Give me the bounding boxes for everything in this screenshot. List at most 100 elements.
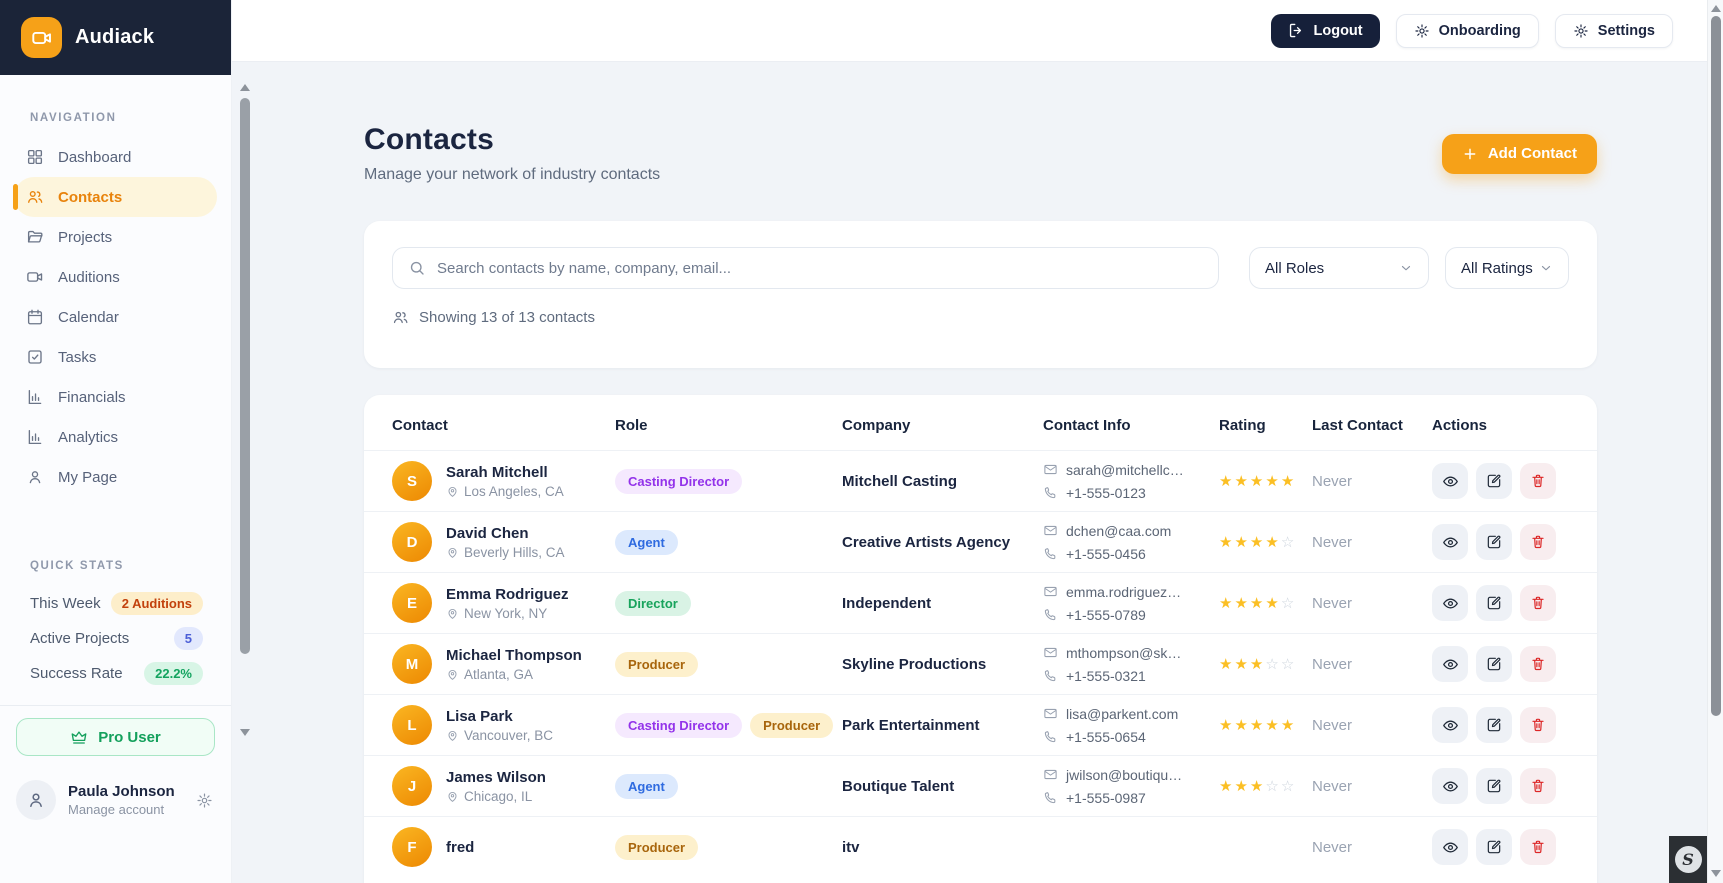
view-contact-button[interactable] [1432, 585, 1468, 621]
quick-stats-heading: QUICK STATS [30, 560, 124, 572]
sidebar-item-contacts[interactable]: Contacts [13, 177, 217, 217]
contact-cell[interactable]: D David Chen Beverly Hills, CA [392, 522, 615, 562]
sidebar-item-projects[interactable]: Projects [14, 217, 217, 257]
contact-name: David Chen [446, 524, 529, 542]
nav-label: Financials [58, 388, 126, 406]
search-input[interactable] [437, 259, 1203, 277]
avatar: D [392, 522, 432, 562]
browser-extension-badge[interactable]: S [1669, 836, 1707, 883]
user-account-row[interactable]: Paula Johnson Manage account [16, 780, 213, 820]
edit-contact-button[interactable] [1476, 646, 1512, 682]
settings-button[interactable]: Settings [1554, 13, 1673, 48]
delete-contact-button[interactable] [1520, 646, 1556, 682]
pro-user-button[interactable]: Pro User [16, 718, 215, 756]
avatar: F [392, 827, 432, 867]
sidebar-item-dashboard[interactable]: Dashboard [14, 137, 217, 177]
account-settings-gear-icon[interactable] [196, 792, 213, 809]
email-line: mthompson@sk… [1043, 645, 1219, 661]
stat-badge: 22.2% [144, 662, 203, 685]
contact-location: New York, NY [446, 606, 569, 621]
column-header-contact-info: Contact Info [1043, 417, 1131, 434]
view-contact-button[interactable] [1432, 524, 1468, 560]
contact-location: Beverly Hills, CA [446, 545, 565, 560]
rating-stars: ★★★☆☆ [1219, 777, 1312, 795]
last-contact: Never [1312, 533, 1353, 551]
sidebar-nav: Dashboard Contacts Projects Auditions Calend… [0, 137, 231, 497]
rating-stars: ★★★★★ [1219, 716, 1312, 734]
contacts-table: Contact Role Company Contact Info Rating Last… [364, 395, 1597, 883]
phone-text: +1-555-0123 [1066, 484, 1146, 501]
contact-cell[interactable]: M Michael Thompson Atlanta, GA [392, 644, 615, 684]
sidebar-item-my-page[interactable]: My Page [14, 457, 217, 497]
delete-contact-button[interactable] [1520, 585, 1556, 621]
scroll-down-arrow[interactable] [1711, 870, 1721, 877]
logout-button[interactable]: Logout [1270, 13, 1380, 48]
sidebar-item-auditions[interactable]: Auditions [14, 257, 217, 297]
view-contact-button[interactable] [1432, 646, 1468, 682]
onboarding-button[interactable]: Onboarding [1395, 13, 1539, 48]
results-summary-text: Showing 13 of 13 contacts [419, 309, 595, 326]
role-filter-select[interactable]: All Roles [1249, 247, 1429, 289]
sidebar-scrollbar[interactable] [238, 84, 252, 736]
dashboard-icon [26, 148, 44, 166]
actions-cell [1432, 585, 1569, 621]
phone-line: +1-555-0321 [1043, 668, 1219, 684]
chevron-down-icon [1399, 261, 1413, 275]
edit-contact-button[interactable] [1476, 707, 1512, 743]
contact-cell[interactable]: S Sarah Mitchell Los Angeles, CA [392, 461, 615, 501]
delete-contact-button[interactable] [1520, 524, 1556, 560]
delete-contact-button[interactable] [1520, 768, 1556, 804]
delete-contact-button[interactable] [1520, 829, 1556, 865]
contact-info-cell: emma.rodriguez… +1-555-0789 [1043, 584, 1219, 623]
edit-contact-button[interactable] [1476, 524, 1512, 560]
location-text: New York, NY [464, 605, 548, 621]
edit-contact-button[interactable] [1476, 829, 1512, 865]
brand-header: Audiack [0, 0, 231, 75]
actions-cell [1432, 524, 1569, 560]
add-contact-button[interactable]: Add Contact [1441, 133, 1597, 174]
view-contact-button[interactable] [1432, 768, 1468, 804]
table-body: S Sarah Mitchell Los Angeles, CA Casting… [364, 450, 1597, 877]
rating-filter-select[interactable]: All Ratings [1445, 247, 1569, 289]
sidebar-item-analytics[interactable]: Analytics [14, 417, 217, 457]
scrollbar-thumb[interactable] [1711, 16, 1721, 716]
edit-contact-button[interactable] [1476, 463, 1512, 499]
scroll-up-arrow[interactable] [240, 84, 250, 91]
contact-info-cell: sarah@mitchellc… +1-555-0123 [1043, 462, 1219, 501]
scrollbar-thumb[interactable] [240, 98, 250, 654]
person-icon [26, 468, 44, 486]
scroll-up-arrow[interactable] [1711, 5, 1721, 12]
contact-name: fred [446, 838, 475, 856]
role-badge: Casting Director [615, 712, 743, 738]
contact-cell[interactable]: E Emma Rodriguez New York, NY [392, 583, 615, 623]
filter-card: All Roles All Ratings Showing 13 of 13 c… [364, 221, 1597, 368]
company-name: Creative Artists Agency [842, 533, 1011, 551]
contact-cell[interactable]: J James Wilson Chicago, IL [392, 766, 615, 806]
phone-icon [1043, 790, 1058, 805]
nav-label: Projects [58, 228, 113, 246]
sidebar-item-financials[interactable]: Financials [14, 377, 217, 417]
eye-icon [1442, 839, 1459, 856]
phone-text: +1-555-0987 [1066, 789, 1146, 806]
last-contact: Never [1312, 594, 1353, 612]
actions-cell [1432, 707, 1569, 743]
page-scrollbar[interactable] [1707, 0, 1723, 883]
view-contact-button[interactable] [1432, 707, 1468, 743]
email-text: sarah@mitchellc… [1066, 461, 1184, 478]
contact-cell[interactable]: F fred [392, 827, 615, 867]
scroll-down-arrow[interactable] [240, 729, 250, 736]
contact-info-cell: lisa@parkent.com +1-555-0654 [1043, 706, 1219, 745]
sidebar-item-calendar[interactable]: Calendar [14, 297, 217, 337]
column-header-company: Company [842, 417, 911, 434]
contact-cell[interactable]: L Lisa Park Vancouver, BC [392, 705, 615, 745]
edit-contact-button[interactable] [1476, 585, 1512, 621]
app-logo [21, 17, 62, 58]
delete-contact-button[interactable] [1520, 463, 1556, 499]
delete-contact-button[interactable] [1520, 707, 1556, 743]
sidebar-item-tasks[interactable]: Tasks [14, 337, 217, 377]
view-contact-button[interactable] [1432, 463, 1468, 499]
contact-info-cell: mthompson@sk… +1-555-0321 [1043, 645, 1219, 684]
email-line: sarah@mitchellc… [1043, 462, 1219, 478]
edit-contact-button[interactable] [1476, 768, 1512, 804]
view-contact-button[interactable] [1432, 829, 1468, 865]
